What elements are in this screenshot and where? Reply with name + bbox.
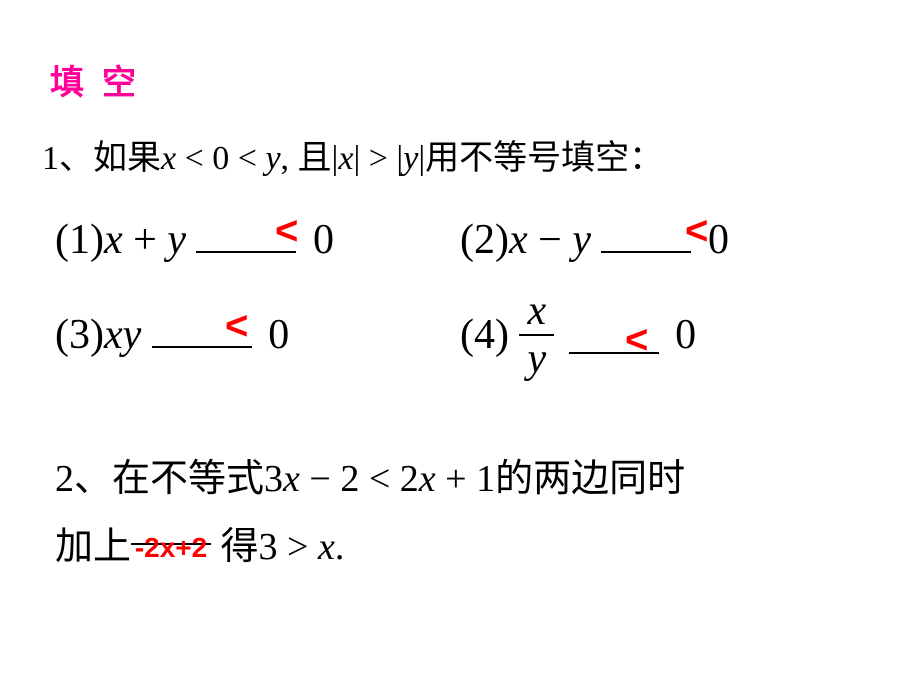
q1-y: y: [265, 140, 280, 177]
q2-ineq-m2: − 2 < 2: [300, 458, 419, 500]
q1-number: 1、: [42, 140, 93, 177]
s2-x: x: [509, 217, 528, 263]
q2-p4: 得: [211, 526, 259, 568]
q2-ineq-x2: x: [419, 458, 436, 500]
sub-4: (4) x y 0: [460, 290, 696, 380]
q1-x: x: [161, 140, 176, 177]
q1-abs-y: y: [403, 140, 418, 177]
s4-answer: <: [625, 318, 648, 363]
s4-label: (4): [460, 312, 509, 358]
q1-abs-x: x: [338, 140, 353, 177]
q1-prefix: 如果: [93, 140, 161, 177]
s2-rhs: 0: [708, 217, 729, 263]
s3-rhs: 0: [268, 312, 289, 358]
s2-answer: <: [685, 209, 708, 254]
q2-answer: -2x+2: [135, 532, 207, 563]
s1-y: y: [167, 217, 186, 263]
q2-p3: 加上: [55, 526, 131, 568]
question-1-prompt: 1、如果x < 0 < y, 且|x| > |y|用不等号填空：: [42, 130, 663, 179]
q2-ineq-p1: + 1: [436, 458, 495, 500]
s4-num: x: [519, 290, 554, 336]
q2-res-3: 3 >: [259, 526, 318, 568]
q2-blank: -2x+2: [131, 513, 211, 545]
q2-p1: 在不等式: [112, 458, 264, 500]
s1-rhs: 0: [313, 217, 334, 263]
q2-number: 2、: [55, 458, 112, 500]
s1-label: (1): [55, 217, 104, 263]
s2-blank: [601, 215, 691, 253]
s3-y: y: [123, 312, 142, 358]
q2-res-dot: .: [335, 526, 345, 568]
section-title: 填空: [50, 55, 154, 104]
s1-x: x: [104, 217, 123, 263]
s3-x: x: [104, 312, 123, 358]
s1-op: +: [123, 217, 168, 263]
title-text: 填空: [50, 65, 154, 102]
q2-ineq-3: 3: [264, 458, 283, 500]
q1-mid: 且: [298, 140, 332, 177]
q1-suffix: 用不等号填空：: [425, 140, 663, 177]
question-2: 2、在不等式3x − 2 < 2x + 1的两边同时 加上-2x+2 得3 > …: [55, 445, 685, 582]
q1-comma: ,: [281, 140, 298, 177]
s2-label: (2): [460, 217, 509, 263]
q2-res-x: x: [318, 526, 335, 568]
s4-rhs: 0: [675, 312, 696, 358]
sub-3: (3)xy 0: [55, 310, 289, 359]
s3-answer: <: [225, 304, 248, 349]
s3-label: (3): [55, 312, 104, 358]
q2-ineq-x1: x: [283, 458, 300, 500]
q2-p2: 的两边同时: [495, 458, 685, 500]
s4-den: y: [519, 336, 554, 380]
s4-fraction: x y: [519, 290, 554, 380]
q1-abs-mid: | > |: [353, 140, 403, 177]
s2-y: y: [572, 217, 591, 263]
s1-answer: <: [275, 209, 298, 254]
s2-op: −: [528, 217, 573, 263]
q1-lt1: < 0 <: [176, 140, 265, 177]
